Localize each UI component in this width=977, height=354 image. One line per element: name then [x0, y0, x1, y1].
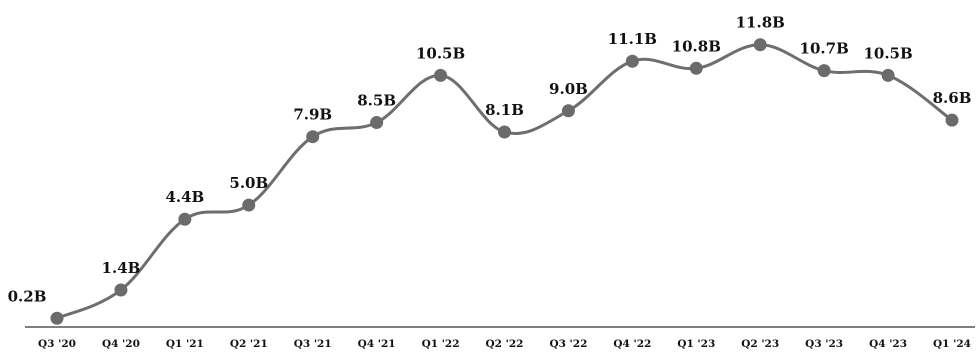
x-tick-label-8: Q3 '22 [549, 338, 587, 350]
data-point-7 [498, 125, 511, 139]
data-point-0 [50, 311, 64, 325]
data-point-12 [817, 64, 831, 78]
x-tick-label-5: Q4 '21 [358, 338, 396, 350]
data-label-7: 8.1B [485, 101, 524, 119]
data-point-3 [242, 198, 256, 212]
data-label-14: 8.6B [933, 89, 972, 107]
data-point-13 [881, 68, 895, 82]
x-tick-label-6: Q1 '22 [422, 338, 460, 350]
data-labels: 0.2B 1.4B 4.4B 5.0B 7.9B 8.5B 10.5B 8.1B 9.0B 11.… [8, 14, 972, 306]
x-tick-label-0: Q3 '20 [38, 338, 76, 350]
data-label-0: 0.2B [8, 287, 47, 305]
x-tick-label-12: Q3 '23 [805, 338, 843, 350]
x-tick-label-11: Q2 '23 [741, 338, 779, 350]
x-tick-label-3: Q2 '21 [230, 338, 268, 350]
data-point-1 [114, 283, 128, 297]
data-points [50, 38, 959, 325]
x-tick-label-2: Q1 '21 [166, 338, 204, 350]
data-label-12: 10.7B [800, 40, 849, 58]
data-label-4: 7.9B [293, 106, 332, 124]
data-point-4 [306, 130, 320, 144]
x-tick-label-13: Q4 '23 [869, 338, 907, 350]
data-point-5 [370, 116, 384, 130]
x-tick-label-7: Q2 '22 [486, 338, 524, 350]
data-point-14 [945, 113, 959, 127]
data-label-11: 11.8B [736, 14, 785, 32]
data-point-10 [689, 61, 703, 75]
data-point-6 [434, 68, 448, 82]
data-label-1: 1.4B [102, 259, 141, 277]
x-tick-label-14: Q1 '24 [933, 338, 971, 350]
data-point-11 [753, 38, 767, 52]
x-tick-label-9: Q4 '22 [613, 338, 651, 350]
data-label-5: 8.5B [357, 92, 396, 110]
data-point-9 [625, 54, 639, 68]
data-point-8 [561, 104, 575, 118]
data-label-8: 9.0B [549, 80, 588, 98]
x-tick-label-10: Q1 '23 [677, 338, 715, 350]
x-tick-labels: Q3 '20 Q4 '20 Q1 '21 Q2 '21 Q3 '21 Q4 '21 Q1 '… [38, 338, 971, 350]
data-label-10: 10.8B [672, 37, 721, 55]
data-point-2 [178, 212, 192, 226]
x-tick-label-1: Q4 '20 [102, 338, 140, 350]
data-label-9: 11.1B [608, 30, 657, 48]
data-label-13: 10.5B [863, 44, 912, 62]
series-line [55, 43, 954, 320]
data-label-6: 10.5B [416, 44, 465, 62]
data-label-3: 5.0B [229, 174, 268, 192]
x-tick-label-4: Q3 '21 [294, 338, 332, 350]
data-label-2: 4.4B [165, 188, 204, 206]
